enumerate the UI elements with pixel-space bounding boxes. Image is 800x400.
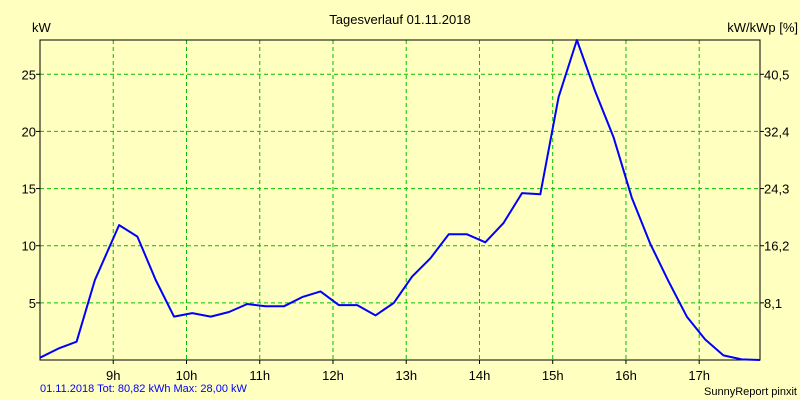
y-tick-label: 5 xyxy=(29,296,36,311)
y-tick-labels: 5 10 15 20 25 xyxy=(22,67,36,311)
y-tick-label: 10 xyxy=(22,239,36,254)
tick-marks xyxy=(36,73,764,364)
chart-title: Tagesverlauf 01.11.2018 xyxy=(329,12,470,27)
x-tick-label: 12h xyxy=(322,368,344,383)
series-line xyxy=(39,39,761,361)
x-tick-label: 10h xyxy=(176,368,198,383)
y-tick-label: 15 xyxy=(22,182,36,197)
grid-lines xyxy=(40,40,760,360)
y2-tick-label: 40,5 xyxy=(764,67,789,82)
x-tick-label: 14h xyxy=(469,368,491,383)
y-axis-label: kW xyxy=(32,20,52,35)
x-tick-label: 17h xyxy=(688,368,710,383)
plot-area xyxy=(39,39,761,361)
y-tick-label: 20 xyxy=(22,124,36,139)
y2-tick-label: 16,2 xyxy=(764,239,789,254)
y-tick-label: 25 xyxy=(22,67,36,82)
y2-axis-label: kW/kWp [%] xyxy=(727,20,798,35)
x-tick-label: 9h xyxy=(106,368,120,383)
x-tick-label: 16h xyxy=(615,368,637,383)
y2-tick-label: 32,4 xyxy=(764,124,789,139)
x-tick-labels: 9h 10h 11h 12h 13h 14h 15h 16h 17h xyxy=(106,368,710,383)
y2-tick-label: 8,1 xyxy=(764,296,782,311)
y2-tick-label: 24,3 xyxy=(764,182,789,197)
y2-tick-labels: 8,1 16,2 24,3 32,4 40,5 xyxy=(764,67,789,311)
footer-brand: SunnyReport pinxit xyxy=(704,386,797,398)
x-tick-label: 11h xyxy=(249,368,270,383)
x-tick-label: 15h xyxy=(542,368,564,383)
footer-summary: 01.11.2018 Tot: 80,82 kWh Max: 28,00 kW xyxy=(40,383,247,395)
x-tick-label: 13h xyxy=(395,368,417,383)
